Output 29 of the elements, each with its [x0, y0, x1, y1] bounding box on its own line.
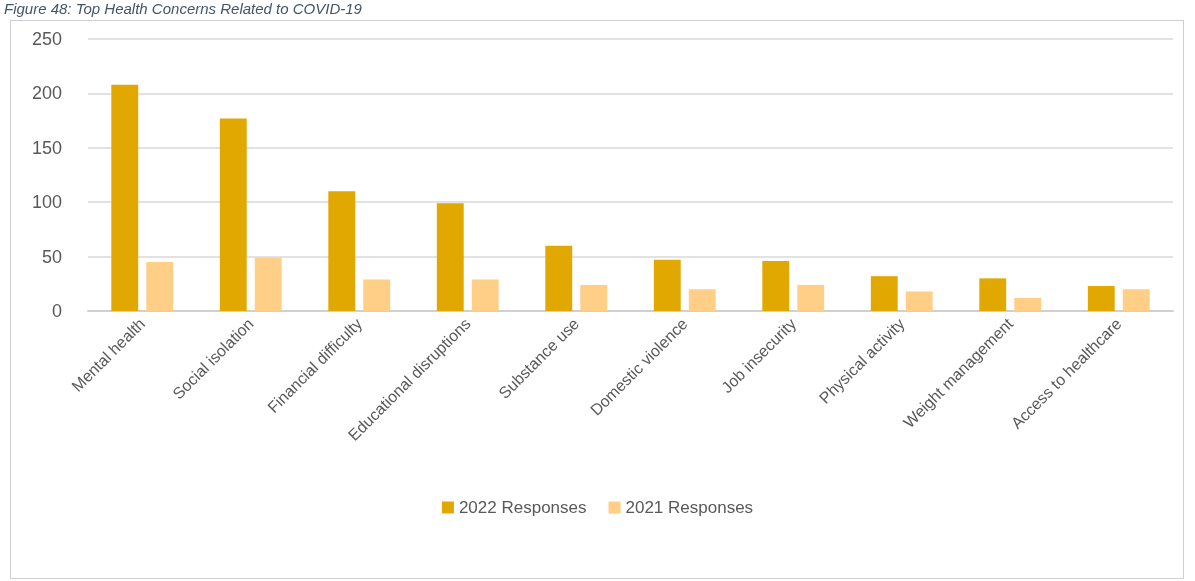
- bar: [797, 284, 825, 311]
- y-tick-label: 50: [41, 246, 62, 267]
- bar: [1014, 297, 1042, 311]
- legend-label: 2022 Responses: [458, 498, 587, 517]
- bar: [688, 289, 716, 311]
- bar: [905, 291, 933, 311]
- bar: [254, 257, 282, 311]
- bar: [1122, 289, 1150, 311]
- bar: [219, 118, 247, 311]
- bar: [1087, 285, 1115, 311]
- bar: [363, 279, 391, 311]
- y-tick-label: 200: [31, 83, 62, 104]
- y-tick-label: 250: [31, 29, 62, 49]
- bar: [328, 191, 356, 311]
- bar: [146, 262, 174, 311]
- bar: [979, 278, 1007, 311]
- chart-title: Figure 48: Top Health Concerns Related to COVID-19: [4, 0, 362, 18]
- y-tick-label: 0: [51, 301, 62, 321]
- bar: [870, 276, 898, 311]
- y-tick-label: 150: [31, 137, 62, 158]
- bar: [545, 245, 573, 311]
- bar: [653, 259, 681, 311]
- bar: [471, 279, 499, 311]
- bar: [436, 203, 464, 311]
- bar: [762, 260, 790, 311]
- legend-label: 2021 Responses: [625, 498, 754, 517]
- y-tick-label: 100: [31, 192, 62, 213]
- bar: [111, 84, 139, 311]
- bar: [580, 284, 608, 311]
